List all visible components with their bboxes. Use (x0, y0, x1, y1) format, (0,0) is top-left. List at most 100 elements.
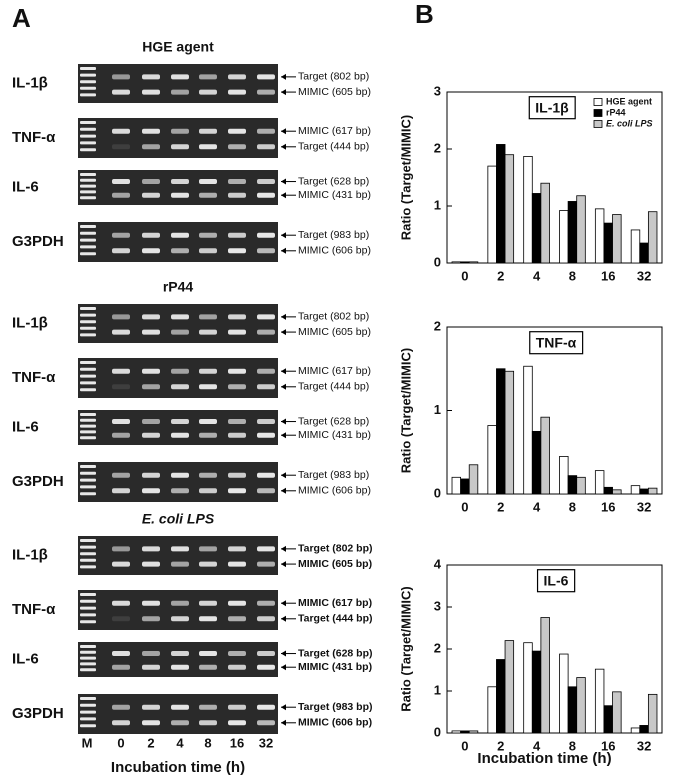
bar (451, 476, 462, 495)
bar (603, 705, 613, 734)
bar (639, 242, 649, 264)
gel-band (199, 232, 217, 238)
gel-band (112, 472, 130, 478)
gene-label: G3PDH (12, 233, 64, 250)
band-label: MIMIC (617 bp) (298, 597, 372, 609)
gel (78, 304, 278, 343)
gel-band (112, 546, 130, 552)
legend-label: E. coli LPS (606, 118, 653, 128)
gel (78, 590, 278, 630)
ladder-band (80, 313, 96, 317)
band-label: MIMIC (606 bp) (298, 485, 371, 497)
gel-band (142, 314, 160, 320)
band-label: MIMIC (605 bp) (298, 86, 371, 98)
bar (576, 677, 586, 734)
bar (647, 693, 658, 734)
gel-band (112, 314, 130, 320)
ladder-band (80, 121, 96, 124)
gel-band (257, 664, 275, 670)
ladder-band (80, 252, 96, 256)
gel-band (171, 546, 189, 552)
gel-band (228, 232, 246, 238)
band-arrowhead (281, 418, 286, 425)
gel-band (171, 192, 189, 198)
bar (487, 686, 497, 734)
gel-band (228, 368, 246, 374)
ladder-band (80, 231, 96, 235)
bar (468, 261, 479, 264)
band-label: Target (444 bp) (298, 613, 372, 625)
band-label: Target (983 bp) (298, 229, 369, 241)
ladder-band (80, 599, 96, 603)
x-tick-label: 4 (533, 738, 541, 753)
gel-band (257, 248, 275, 254)
gel-band (142, 192, 160, 198)
gel-band (228, 419, 246, 425)
ladder-band (80, 662, 96, 666)
bar (647, 487, 658, 495)
gel-band (228, 561, 246, 567)
gel-band (257, 704, 275, 710)
gel-band (199, 89, 217, 95)
bar (630, 727, 641, 734)
x-tick-label: 16 (601, 268, 615, 283)
gel-band (228, 89, 246, 95)
band-arrowhead (281, 73, 286, 80)
ladder-band (80, 436, 96, 440)
band-label: Target (802 bp) (298, 311, 369, 323)
gel-band (171, 248, 189, 254)
bar (531, 193, 542, 264)
gel-band (171, 179, 189, 185)
legend-swatch (593, 120, 603, 128)
gel-band (228, 704, 246, 710)
ladder-band (80, 238, 96, 242)
gel-band (257, 179, 275, 185)
ladder-band (80, 190, 96, 194)
band-arrowhead (281, 432, 286, 439)
x-tick-label: 4 (533, 499, 541, 514)
gel-band (142, 74, 160, 80)
bar (531, 430, 542, 495)
ladder-band (80, 381, 96, 385)
gel-band (199, 74, 217, 80)
gel-band (171, 720, 189, 726)
ladder-band (80, 127, 96, 131)
gene-label: IL-1β (12, 74, 48, 91)
x-tick-label: 0 (461, 268, 468, 283)
ladder-band (80, 178, 96, 182)
gel-band (228, 488, 246, 494)
gel-band (228, 384, 246, 390)
x-tick-label: 32 (637, 738, 651, 753)
ladder-band (80, 478, 96, 482)
gel-band (142, 472, 160, 478)
ladder-band (80, 703, 96, 707)
bar (451, 730, 462, 734)
chart-title: TNF-α (536, 335, 577, 351)
gel-band (171, 329, 189, 335)
gel-band (171, 314, 189, 320)
bar (594, 668, 605, 734)
bar (639, 488, 649, 495)
x-tick-label: 8 (569, 268, 576, 283)
ladder-band (80, 558, 96, 562)
gel-band (257, 432, 275, 438)
band-label: MIMIC (617 bp) (298, 365, 371, 377)
bar (460, 261, 470, 264)
bar (540, 416, 550, 495)
gel-band (171, 704, 189, 710)
gel-band (142, 179, 160, 185)
y-tick-label: 4 (434, 556, 442, 571)
band-arrowhead (281, 561, 286, 568)
gel-band (171, 384, 189, 390)
x-tick-label: 2 (497, 499, 504, 514)
gel-band (257, 419, 275, 425)
bar (567, 475, 578, 495)
x-tick-label: 16 (601, 499, 615, 514)
ladder-band (80, 86, 96, 90)
gel-band (228, 432, 246, 438)
gel-band (112, 179, 130, 185)
ladder-band (80, 593, 96, 596)
bar (460, 730, 470, 734)
ladder-band (80, 424, 96, 428)
band-label: Target (802 bp) (298, 71, 369, 83)
